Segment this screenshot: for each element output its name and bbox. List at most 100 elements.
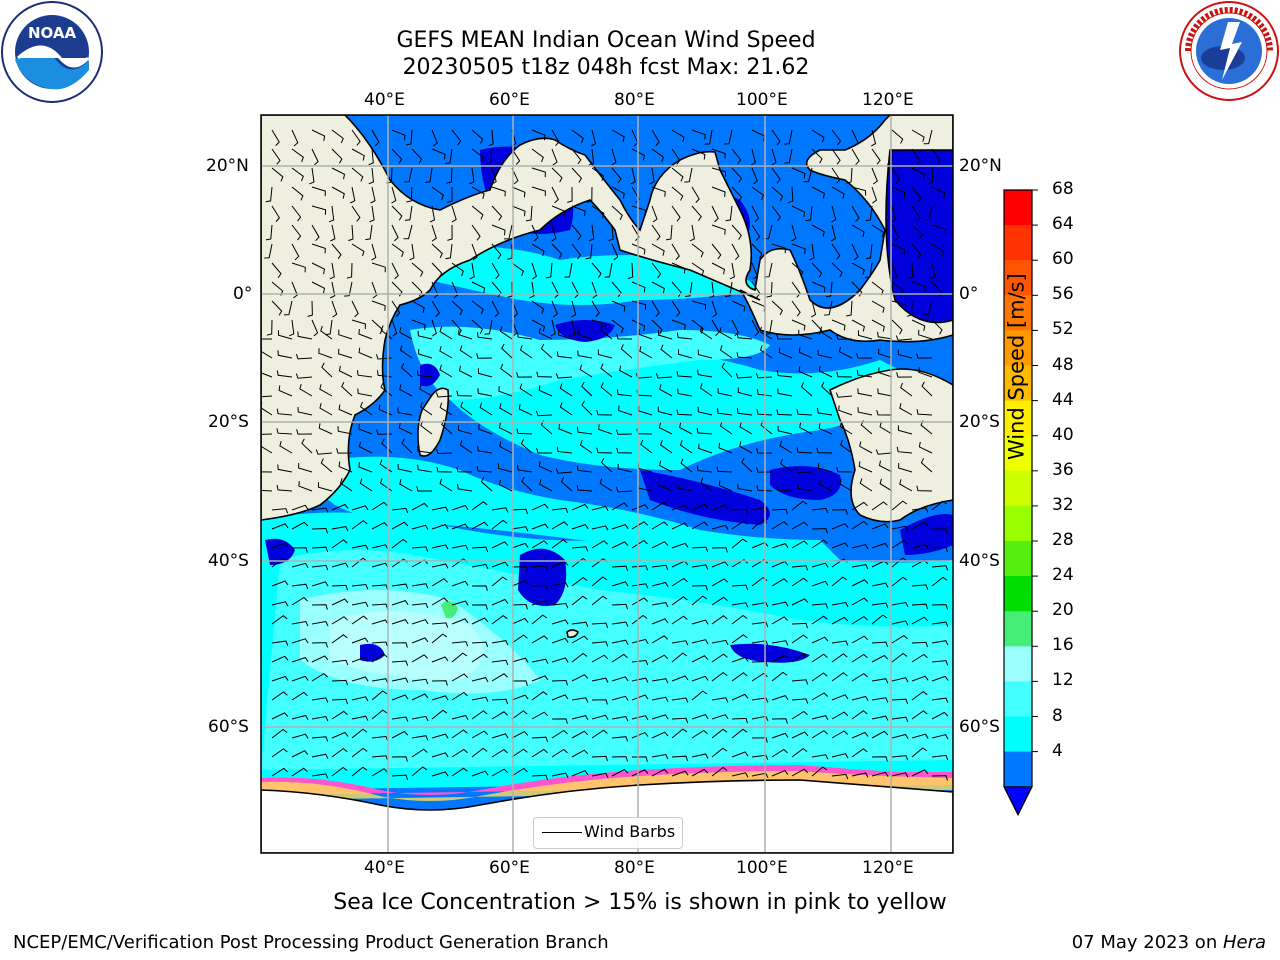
wind-barb xyxy=(771,601,789,607)
wind-barb xyxy=(471,521,489,530)
wind-barb xyxy=(411,319,426,330)
wind-barb xyxy=(931,224,946,235)
wind-barb xyxy=(911,559,929,568)
wind-barb xyxy=(651,262,662,279)
wind-barb xyxy=(484,319,493,335)
wind-barb xyxy=(457,483,473,492)
colorbar-tick-label: 68 xyxy=(1052,179,1074,199)
wind-barb xyxy=(458,425,473,435)
wind-barb xyxy=(511,617,529,625)
wind-barb xyxy=(671,129,685,143)
wind-barb xyxy=(391,677,409,683)
wind-barb xyxy=(289,319,295,337)
wind-barb xyxy=(691,639,709,645)
wind-barb xyxy=(331,584,348,591)
wind-barb xyxy=(406,129,413,146)
wind-barb xyxy=(611,676,629,682)
wind-barb xyxy=(571,595,588,606)
colorbar-tick-label: 44 xyxy=(1052,389,1074,410)
wind-barb xyxy=(677,483,693,492)
wind-barb xyxy=(811,615,828,625)
wind-barb xyxy=(291,596,308,606)
wind-barb xyxy=(611,603,628,610)
wind-barb xyxy=(431,186,445,201)
wind-barb xyxy=(311,736,329,742)
wind-barb xyxy=(491,748,508,758)
wind-barb xyxy=(531,224,539,242)
wind-barb xyxy=(420,402,433,416)
wind-barb xyxy=(811,539,828,549)
wind-barb xyxy=(731,614,748,625)
wind-barb xyxy=(600,457,613,473)
wind-barb xyxy=(491,507,509,513)
wind-barb xyxy=(339,478,353,492)
wind-barb xyxy=(525,205,533,222)
wind-barb xyxy=(319,384,333,397)
wind-barb xyxy=(331,616,348,625)
wind-barb xyxy=(597,349,613,359)
wind-barb xyxy=(331,167,346,180)
wind-barb xyxy=(851,520,868,530)
wind-barb xyxy=(825,281,833,298)
wind-barb xyxy=(756,448,773,454)
wind-barb xyxy=(431,319,437,337)
wind-barb xyxy=(459,345,473,359)
wind-barb xyxy=(751,559,768,568)
wind-barb xyxy=(871,224,885,238)
wind-barb xyxy=(891,576,908,587)
wind-barb xyxy=(611,768,629,777)
wind-barb xyxy=(771,543,789,549)
wind-barb xyxy=(671,522,689,530)
colorbar-tick-label: 32 xyxy=(1052,494,1074,515)
wind-barb xyxy=(931,576,948,587)
wind-barb xyxy=(791,598,809,606)
lat-tick-left-20s: 20°S xyxy=(208,412,249,432)
wind-barb xyxy=(311,262,326,275)
wind-barb xyxy=(696,465,713,473)
wind-barb xyxy=(476,466,493,473)
wind-barb xyxy=(651,654,669,663)
wind-barb xyxy=(691,148,706,160)
wind-barb xyxy=(591,525,609,531)
wind-barb xyxy=(871,300,885,313)
wind-barb xyxy=(331,698,348,705)
wind-barb xyxy=(551,657,569,663)
wind-barb xyxy=(531,148,544,163)
wind-barb xyxy=(916,353,933,359)
colorbar-segment xyxy=(1004,225,1032,261)
wind-barb xyxy=(851,597,869,606)
wind-barb xyxy=(699,383,713,397)
wind-barb xyxy=(737,387,753,397)
wind-barb xyxy=(351,637,369,644)
wind-barb xyxy=(411,524,429,530)
wind-barb xyxy=(591,699,608,705)
wind-barb xyxy=(731,656,749,663)
wind-barb xyxy=(671,504,689,511)
wind-barb xyxy=(531,635,549,644)
wind-barb xyxy=(311,527,328,534)
wind-barb xyxy=(391,262,399,280)
wind-barb xyxy=(431,695,449,701)
wind-barb xyxy=(631,521,649,530)
wind-barb xyxy=(696,427,713,435)
wind-barb xyxy=(859,478,873,492)
wind-barb xyxy=(611,736,629,742)
wind-barb xyxy=(531,774,548,781)
wind-barb xyxy=(796,447,813,454)
wind-barb xyxy=(371,678,389,684)
wind-barb xyxy=(266,319,273,336)
wind-barb xyxy=(771,578,788,587)
wind-barb xyxy=(291,186,304,201)
wind-barb xyxy=(819,326,833,340)
wind-barb xyxy=(591,540,608,549)
wind-barb xyxy=(736,352,753,359)
wind-barb xyxy=(851,564,869,570)
wind-barb xyxy=(778,347,793,359)
wind-barb xyxy=(291,583,309,590)
wind-barb xyxy=(331,679,348,686)
wind-barb xyxy=(611,565,629,572)
wind-barb xyxy=(391,281,403,297)
wind-barb xyxy=(371,641,389,647)
wind-barb xyxy=(511,748,528,758)
wind-barb xyxy=(261,440,273,454)
